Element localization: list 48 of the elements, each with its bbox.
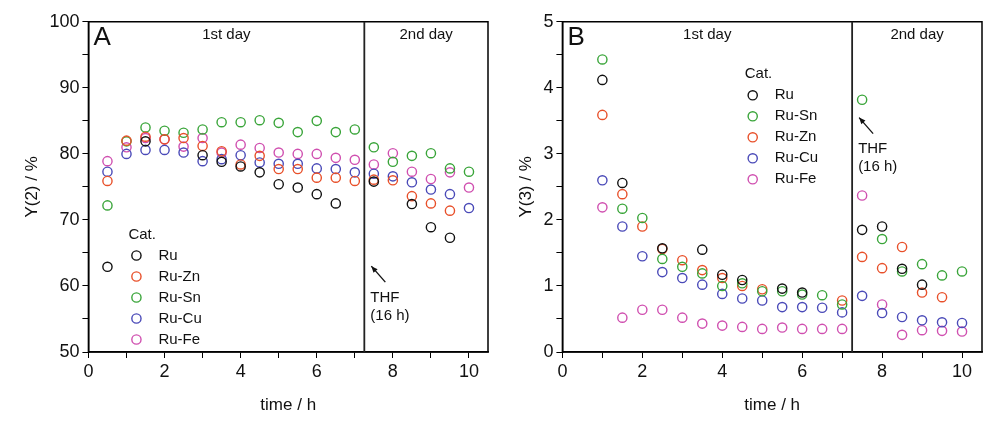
legend-title: Cat. [744, 64, 773, 82]
x-axis-title: time / h [744, 395, 801, 415]
x-tick-label: 4 [235, 360, 246, 381]
annotation: THF (16 h) [370, 287, 410, 323]
legend-label: Ru-Sn [774, 106, 818, 124]
y-tick-label: 80 [59, 142, 80, 163]
x-tick-label: 10 [458, 360, 479, 381]
y-tick-label: 2 [543, 208, 554, 229]
legend-title: Cat. [128, 224, 156, 242]
y-tick-label: 4 [543, 76, 554, 97]
annotation: 2nd day [399, 25, 454, 43]
legend-label: Ru-Fe [774, 169, 817, 187]
chart-title: B [567, 20, 585, 51]
x-tick-label: 6 [797, 360, 808, 381]
annotation: 1st day [683, 25, 732, 43]
y-axis-title: Y(2) / % [21, 156, 41, 218]
y-tick-label: 60 [59, 274, 80, 295]
y-tick-label: 1 [543, 274, 554, 295]
x-tick-label: 6 [311, 360, 322, 381]
x-tick-label: 0 [557, 360, 568, 381]
x-tick-label: 4 [717, 360, 728, 381]
y-tick-label: 5 [543, 10, 554, 31]
legend-label: Ru [158, 245, 178, 263]
legend-label: Ru-Fe [158, 329, 201, 347]
x-tick-label: 2 [637, 360, 648, 381]
annotation: 1st day [202, 25, 252, 43]
y-axis-title: Y(3) / % [515, 156, 535, 218]
x-tick-label: 8 [387, 360, 398, 381]
legend-label: Ru-Zn [774, 127, 817, 145]
y-tick-label: 90 [59, 76, 80, 97]
legend-label: Ru-Sn [158, 287, 201, 305]
x-tick-label: 10 [952, 360, 973, 381]
legend-label: Ru-Cu [158, 308, 202, 326]
legend-label: Ru [774, 85, 794, 103]
chart-title: A [93, 20, 112, 51]
y-tick-label: 3 [543, 142, 554, 163]
y-tick-label: 50 [59, 340, 80, 361]
x-tick-label: 2 [159, 360, 170, 381]
annotation: 2nd day [890, 25, 945, 43]
legend-label: Ru-Zn [158, 266, 201, 284]
annotation: THF (16 h) [858, 139, 898, 175]
y-tick-label: 0 [543, 340, 554, 361]
x-tick-label: 0 [83, 360, 94, 381]
y-tick-label: 100 [49, 10, 80, 31]
x-tick-label: 8 [877, 360, 888, 381]
y-tick-label: 70 [59, 208, 80, 229]
legend-label: Ru-Cu [774, 148, 819, 166]
x-axis-title: time / h [260, 395, 317, 415]
